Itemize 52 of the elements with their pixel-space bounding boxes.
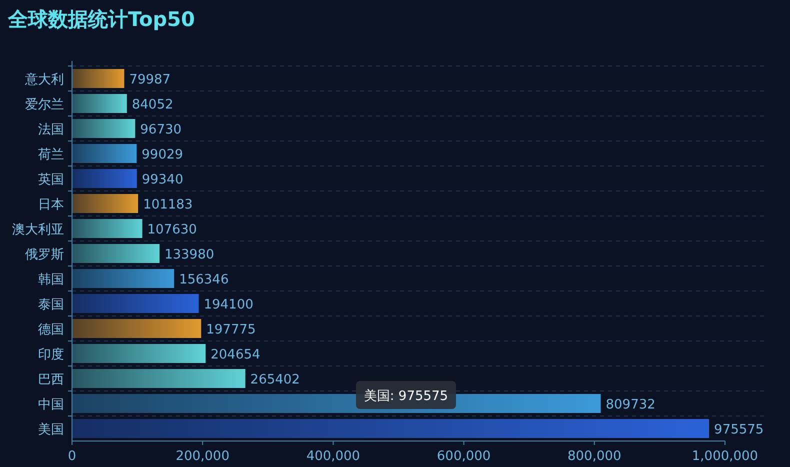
- y-tick-label: 美国: [38, 422, 64, 438]
- y-tick-label: 意大利: [24, 72, 64, 88]
- y-tick-label: 韩国: [38, 272, 64, 288]
- data-label: 133980: [164, 248, 214, 262]
- x-tick-label: 600,000: [436, 449, 491, 464]
- data-label: 156346: [179, 272, 229, 288]
- y-tick-label: 印度: [38, 346, 64, 362]
- x-tick-label: 800,000: [568, 449, 622, 464]
- y-tick-label: 巴西: [38, 372, 64, 388]
- x-tick-label: 400,000: [306, 449, 360, 464]
- data-label: 79987: [129, 72, 171, 88]
- data-label: 96730: [140, 122, 182, 138]
- bar: [72, 369, 246, 388]
- bar: [72, 344, 206, 363]
- bar: [72, 244, 160, 263]
- y-tick-label: 英国: [38, 172, 64, 188]
- data-label: 101183: [143, 198, 193, 212]
- y-tick-label: 日本: [38, 198, 64, 212]
- bar: [72, 269, 174, 288]
- data-label: 197775: [206, 322, 256, 338]
- bar: [72, 419, 710, 438]
- bar: [72, 219, 142, 238]
- y-tick-label: 爱尔兰: [25, 98, 64, 112]
- data-label: 809732: [606, 398, 656, 412]
- data-label: 975575: [714, 422, 764, 438]
- data-label: 194100: [204, 298, 254, 312]
- y-tick-label: 德国: [38, 322, 64, 338]
- y-tick-label: 俄罗斯: [25, 248, 64, 262]
- data-label: 107630: [147, 222, 197, 238]
- x-tick-label: 1,000,000: [692, 449, 758, 464]
- y-tick-label: 泰国: [38, 298, 64, 312]
- bar: [72, 319, 202, 338]
- y-tick-label: 澳大利亚: [12, 222, 64, 238]
- bar: [72, 144, 137, 163]
- bar: [72, 294, 199, 313]
- bar: [72, 69, 124, 88]
- y-tick-label: 法国: [38, 122, 64, 138]
- data-label: 99029: [142, 148, 184, 162]
- data-label: 84052: [132, 98, 174, 112]
- data-label: 99340: [142, 172, 184, 188]
- bar: [72, 94, 127, 113]
- bar: [72, 194, 138, 213]
- bar: [72, 119, 136, 138]
- y-tick-label: 中国: [38, 398, 64, 412]
- y-tick-label: 荷兰: [38, 148, 64, 162]
- x-tick-label: 200,000: [176, 449, 230, 464]
- data-label: 204654: [210, 348, 260, 362]
- chart-title: 全球数据统计Top50: [7, 7, 195, 31]
- annotation: 美国: 975575: [364, 388, 448, 404]
- bar: [72, 169, 137, 188]
- data-label: 265402: [250, 372, 300, 388]
- x-tick-label: 0: [68, 449, 76, 464]
